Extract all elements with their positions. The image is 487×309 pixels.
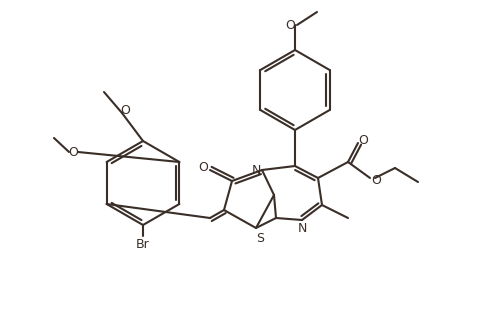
Text: N: N [251, 163, 261, 176]
Text: N: N [297, 222, 307, 235]
Text: Br: Br [136, 239, 150, 252]
Text: O: O [285, 19, 295, 32]
Text: O: O [68, 146, 78, 159]
Text: O: O [198, 160, 208, 173]
Text: O: O [358, 133, 368, 146]
Text: O: O [120, 104, 130, 116]
Text: O: O [371, 173, 381, 187]
Text: S: S [256, 231, 264, 244]
